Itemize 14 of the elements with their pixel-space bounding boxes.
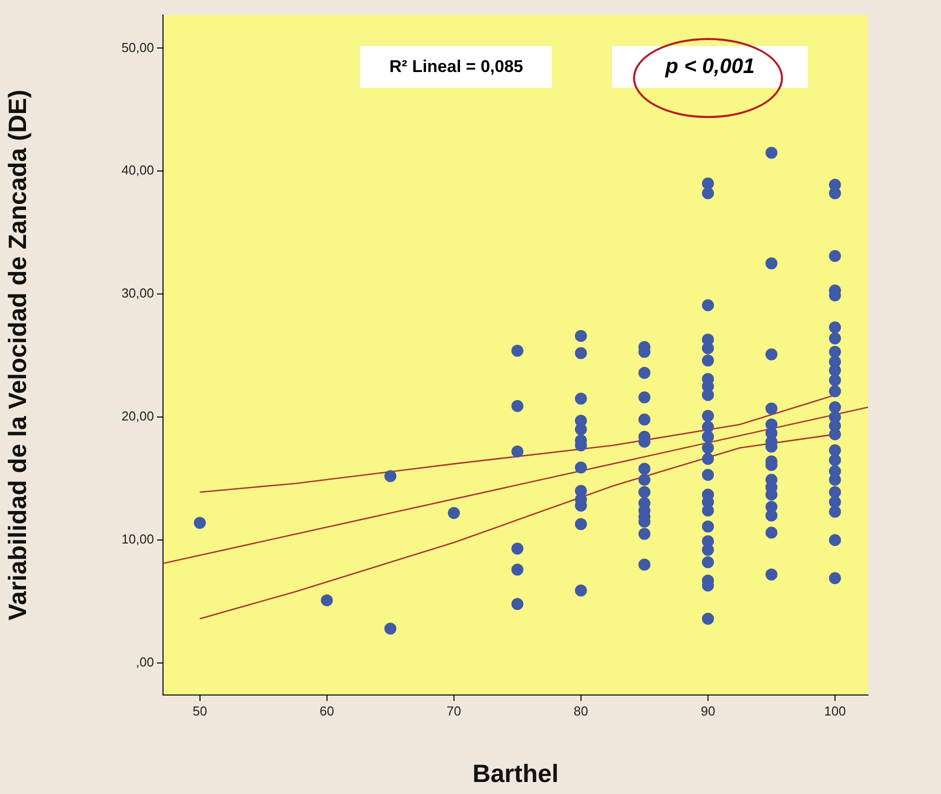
y-tick-label: 40,00 xyxy=(121,162,154,178)
x-tick-label: 100 xyxy=(824,703,846,718)
y-tick-label: 10,00 xyxy=(121,532,154,547)
y-tick-label: 50,00 xyxy=(121,40,154,55)
x-tick-label: 70 xyxy=(446,703,462,718)
y-tick-label: 20,00 xyxy=(121,408,154,424)
y-tick-label: ,00 xyxy=(136,654,154,670)
x-axis-title: Barthel xyxy=(472,760,559,788)
x-tick-label: 90 xyxy=(700,703,716,718)
y-tick-label: 30,00 xyxy=(121,286,154,301)
x-tick-label: 50 xyxy=(192,703,208,718)
y-axis-title: Variabilidad de la Velocidad de Zancada (DE) xyxy=(4,90,32,620)
x-tick-label: 80 xyxy=(574,703,588,718)
x-tick-label: 60 xyxy=(320,703,334,718)
